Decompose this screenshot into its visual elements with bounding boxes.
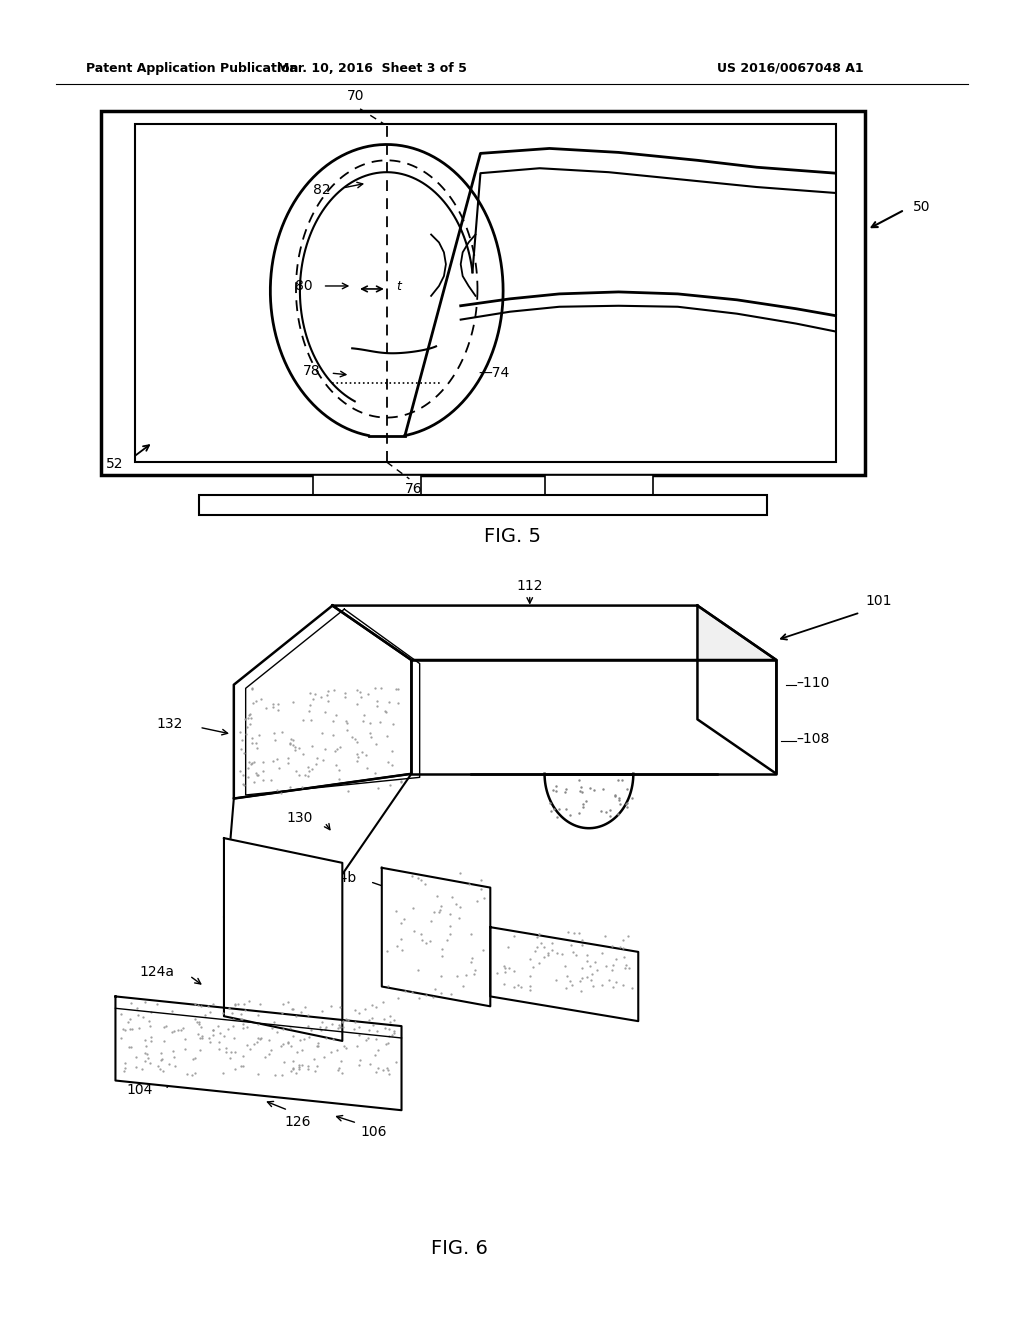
Text: —74: —74: [478, 366, 510, 380]
Text: 132: 132: [156, 717, 182, 731]
Polygon shape: [412, 660, 776, 774]
Text: 52: 52: [105, 457, 123, 471]
Polygon shape: [333, 606, 776, 660]
Bar: [100, 111, 865, 475]
Text: 124a: 124a: [139, 965, 175, 978]
Polygon shape: [382, 867, 490, 1006]
Text: 101: 101: [865, 594, 892, 607]
Text: 104: 104: [127, 1084, 153, 1097]
Text: 112: 112: [516, 578, 543, 593]
Text: –108: –108: [796, 733, 829, 746]
Text: FIG. 6: FIG. 6: [431, 1239, 488, 1258]
Polygon shape: [224, 838, 342, 1041]
Bar: [312, 475, 421, 495]
Text: t: t: [396, 280, 401, 293]
Text: 126: 126: [285, 1115, 311, 1129]
Text: Patent Application Publication: Patent Application Publication: [86, 62, 298, 75]
Text: 124b: 124b: [322, 871, 357, 884]
Text: 106: 106: [360, 1125, 387, 1139]
Bar: [545, 475, 653, 495]
Text: 78: 78: [303, 364, 321, 378]
Bar: [135, 124, 836, 462]
Text: 76: 76: [404, 482, 422, 496]
Polygon shape: [490, 927, 638, 1022]
Text: 50: 50: [912, 199, 930, 214]
Text: Mar. 10, 2016  Sheet 3 of 5: Mar. 10, 2016 Sheet 3 of 5: [276, 62, 467, 75]
Text: US 2016/0067048 A1: US 2016/0067048 A1: [717, 62, 864, 75]
Text: 82: 82: [313, 183, 331, 197]
Text: 70: 70: [346, 88, 364, 103]
Text: t: t: [342, 673, 347, 686]
Text: –110: –110: [796, 676, 829, 690]
Polygon shape: [233, 606, 412, 799]
Bar: [200, 495, 767, 515]
Text: 130: 130: [287, 812, 312, 825]
Text: 128: 128: [431, 950, 458, 964]
Text: 80: 80: [295, 279, 312, 293]
Text: FIG. 5: FIG. 5: [483, 527, 541, 545]
Polygon shape: [116, 997, 401, 1110]
Polygon shape: [697, 606, 776, 774]
